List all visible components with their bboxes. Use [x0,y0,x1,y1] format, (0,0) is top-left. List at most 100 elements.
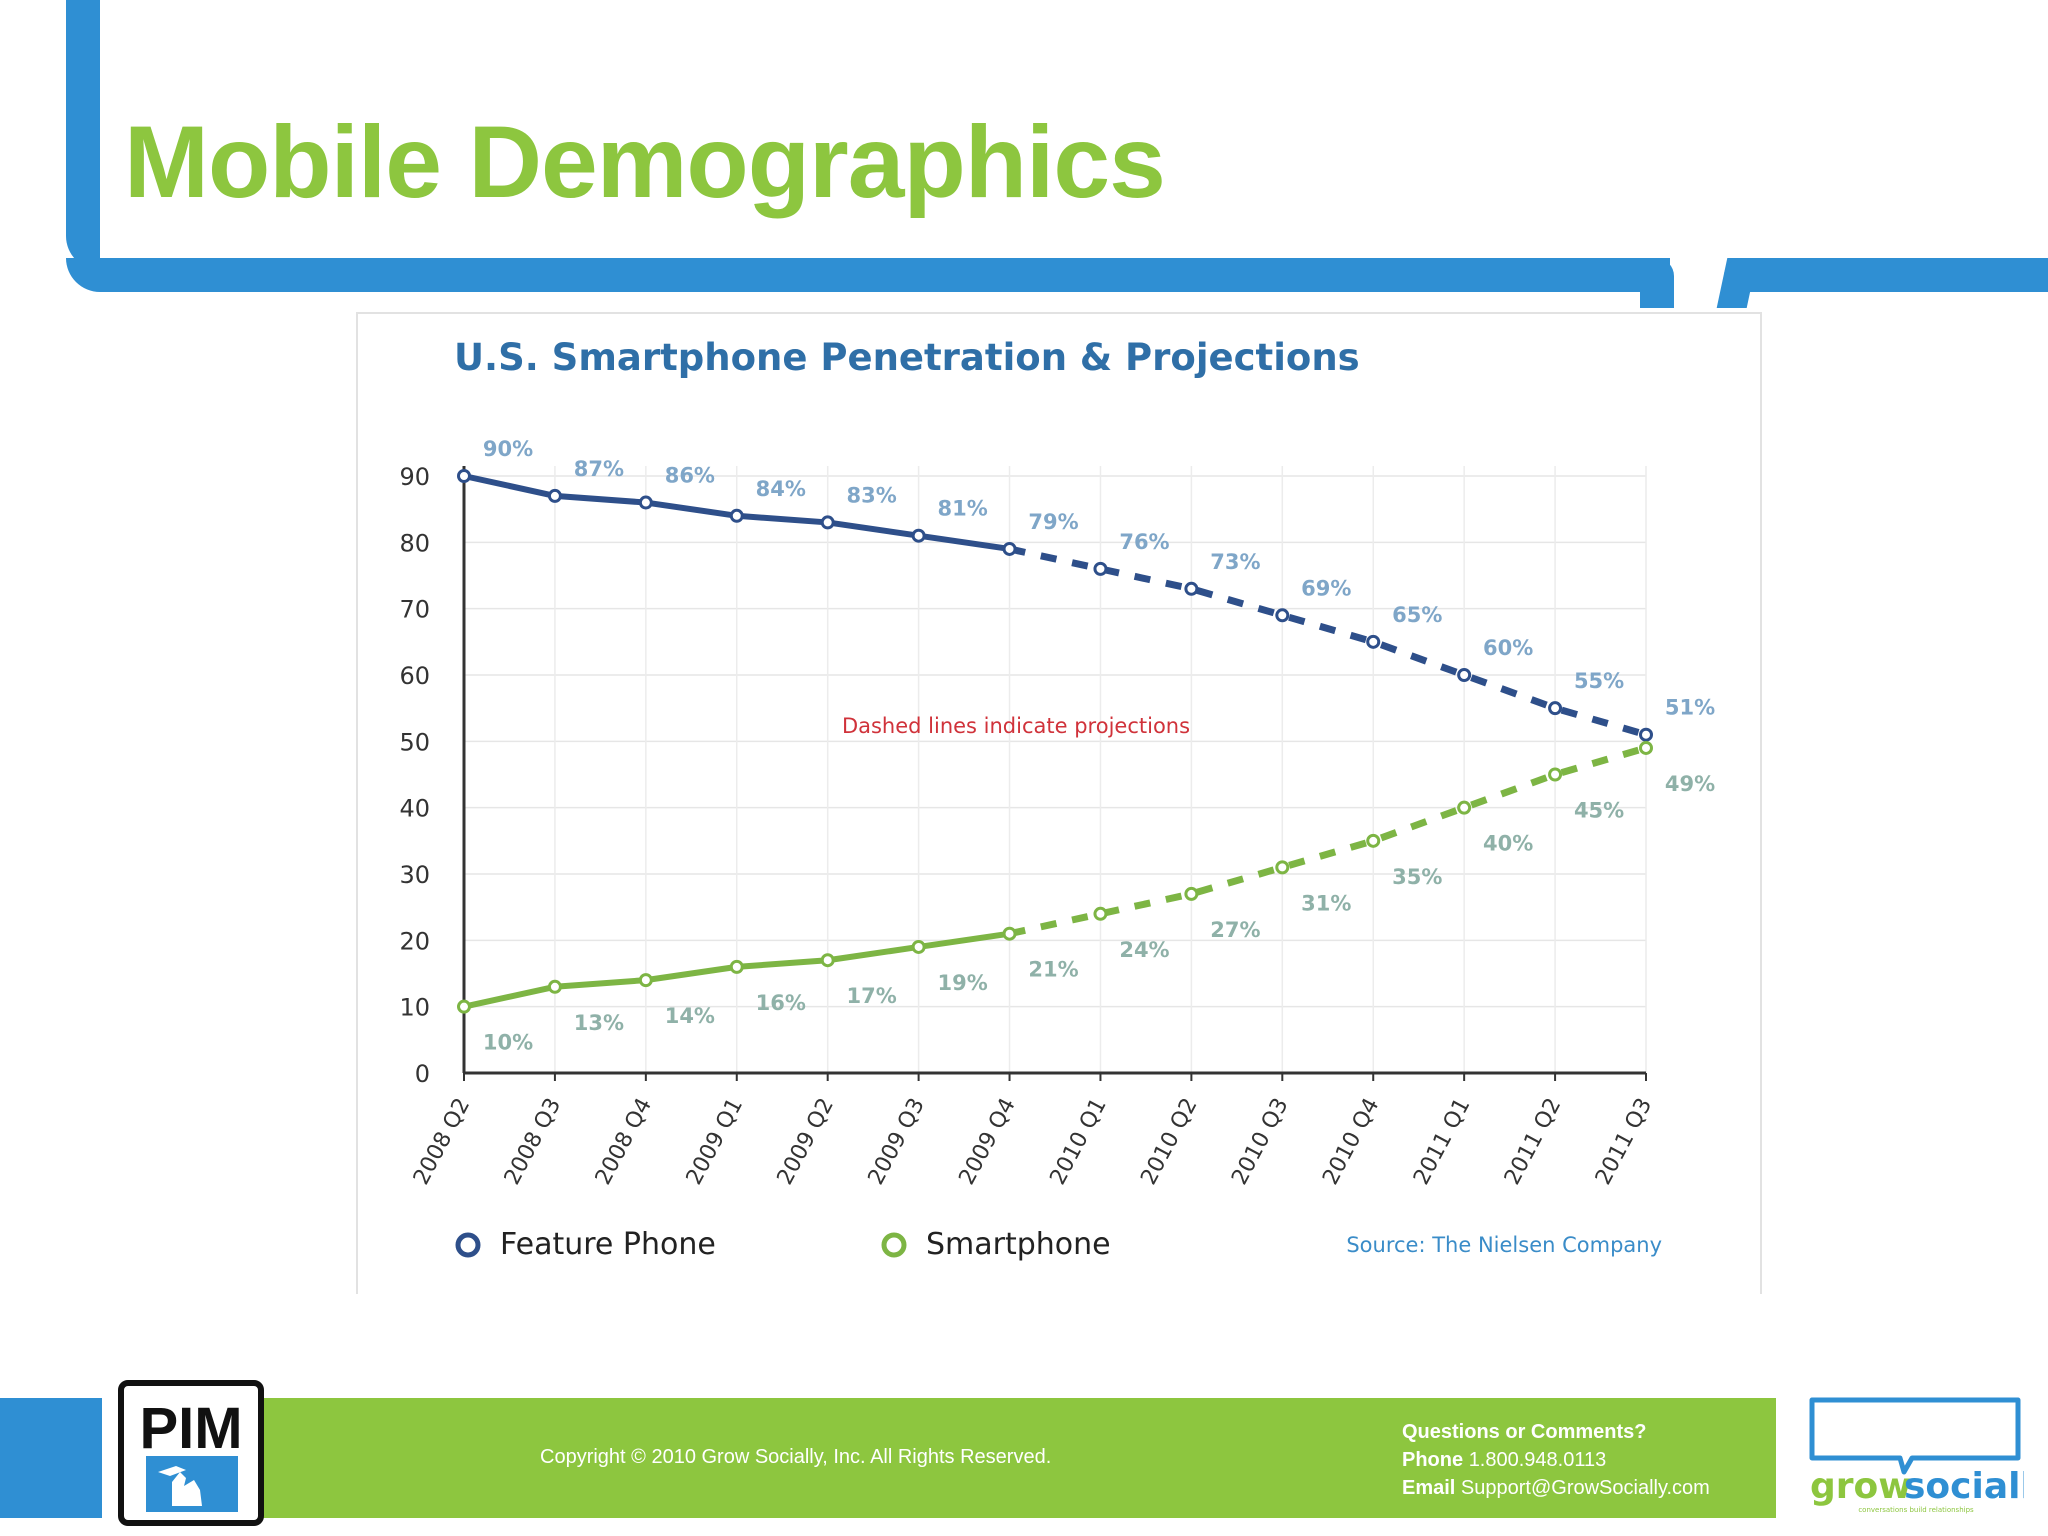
contact-heading: Questions or Comments? [1402,1421,1647,1443]
x-tick-label: 2011 Q1 [1409,1094,1475,1189]
y-tick-label: 0 [415,1060,430,1088]
x-tick-label: 2009 Q4 [954,1094,1020,1189]
brand-word-socially: socially [1904,1466,2024,1507]
data-label: 45% [1574,799,1624,823]
email-address: Support@GrowSocially.com [1460,1477,1710,1499]
brand-tagline: conversations build relationships [1858,1506,1974,1514]
data-label: 16% [756,991,806,1015]
frame-notch [1640,258,1674,308]
data-point [1457,668,1472,682]
chart-source: Source: The Nielsen Company [1346,1233,1662,1257]
data-label: 73% [1210,550,1260,574]
x-tick-label: 2008 Q4 [591,1094,657,1189]
data-point [1002,926,1017,941]
data-label: 81% [937,497,987,521]
data-point [820,515,835,530]
frame-bottom-bar [66,258,1670,292]
data-point [547,979,562,994]
data-label: 79% [1028,510,1078,534]
contact-block: Questions or Comments? Phone 1.800.948.0… [1402,1418,1710,1502]
y-tick-label: 50 [399,728,430,756]
data-label: 24% [1119,938,1169,962]
data-point [638,973,653,988]
data-point [1275,608,1290,623]
y-tick-label: 70 [399,596,430,624]
data-label: 90% [483,437,533,461]
x-tick-label: 2009 Q3 [864,1094,930,1189]
data-point [1548,701,1563,716]
data-point [1639,727,1653,742]
data-label: 65% [1392,603,1442,627]
data-label: 14% [665,1004,715,1028]
data-label: 76% [1119,530,1169,554]
data-point [729,508,744,523]
data-label: 13% [574,1011,624,1035]
data-label: 55% [1574,669,1624,693]
x-tick-label: 2008 Q2 [409,1094,475,1189]
y-tick-label: 60 [399,662,430,690]
page-title: Mobile Demographics [124,105,1166,219]
data-point [1366,634,1381,649]
y-tick-label: 20 [399,927,430,955]
frame-left-bar [66,0,100,270]
series-line-projected [1008,545,1647,739]
data-point [457,469,471,483]
data-label: 17% [847,984,897,1008]
line-chart: U.S. Smartphone Penetration & Projection… [399,336,1715,1262]
x-tick-label: 2010 Q4 [1318,1094,1384,1189]
data-point [1002,541,1017,556]
data-label: 84% [756,477,806,501]
data-point [1366,833,1381,848]
legend-label: Feature Phone [500,1227,716,1262]
x-tick-label: 2009 Q2 [773,1094,839,1189]
x-tick-label: 2011 Q2 [1500,1094,1566,1189]
y-tick-label: 90 [399,463,430,491]
data-point [1275,860,1290,875]
data-point [1184,581,1199,596]
data-point [911,528,926,543]
series-line-projected [1008,744,1647,938]
copyright-text: Copyright © 2010 Grow Socially, Inc. All… [540,1446,1052,1468]
legend-label: Smartphone [926,1227,1111,1262]
y-tick-label: 40 [399,795,430,823]
data-label: 49% [1665,772,1715,796]
y-tick-label: 30 [399,861,430,889]
data-label: 27% [1210,918,1260,942]
pim-logo: PIM [118,1380,264,1526]
data-label: 87% [574,457,624,481]
data-point [1639,740,1653,755]
data-label: 19% [937,971,987,995]
x-tick-label: 2010 Q3 [1227,1094,1293,1189]
data-point [1457,800,1472,815]
data-label: 10% [483,1031,533,1055]
x-tick-label: 2009 Q1 [682,1094,748,1189]
x-tick-label: 2010 Q1 [1045,1094,1111,1189]
pim-logo-icon: PIM [139,1396,243,1512]
brand-word-grow: grow [1810,1466,1912,1507]
data-point [820,953,835,968]
data-label: 51% [1665,696,1715,720]
y-tick-label: 80 [399,529,430,557]
data-label: 31% [1301,891,1351,915]
data-point [638,495,653,510]
email-label: Email [1402,1477,1456,1499]
data-label: 40% [1483,832,1533,856]
data-label: 83% [847,483,897,507]
data-point [1184,886,1199,901]
pim-logo-text: PIM [139,1396,242,1461]
projection-annotation: Dashed lines indicate projections [842,714,1190,738]
legend-marker [881,1232,907,1258]
chart-title: U.S. Smartphone Penetration & Projection… [454,336,1360,379]
phone-number: 1.800.948.0113 [1468,1449,1607,1471]
x-tick-label: 2008 Q3 [500,1094,566,1189]
data-point [1548,767,1563,782]
data-label: 86% [665,464,715,488]
data-point [729,959,744,974]
data-point [911,939,926,954]
footer-bar [250,1398,1776,1518]
data-label: 21% [1028,958,1078,982]
footer-blue-block [0,1398,102,1518]
data-point [1093,906,1108,921]
data-label: 60% [1483,636,1533,660]
grow-socially-logo: grow socially conversations build relati… [1809,1397,2024,1514]
